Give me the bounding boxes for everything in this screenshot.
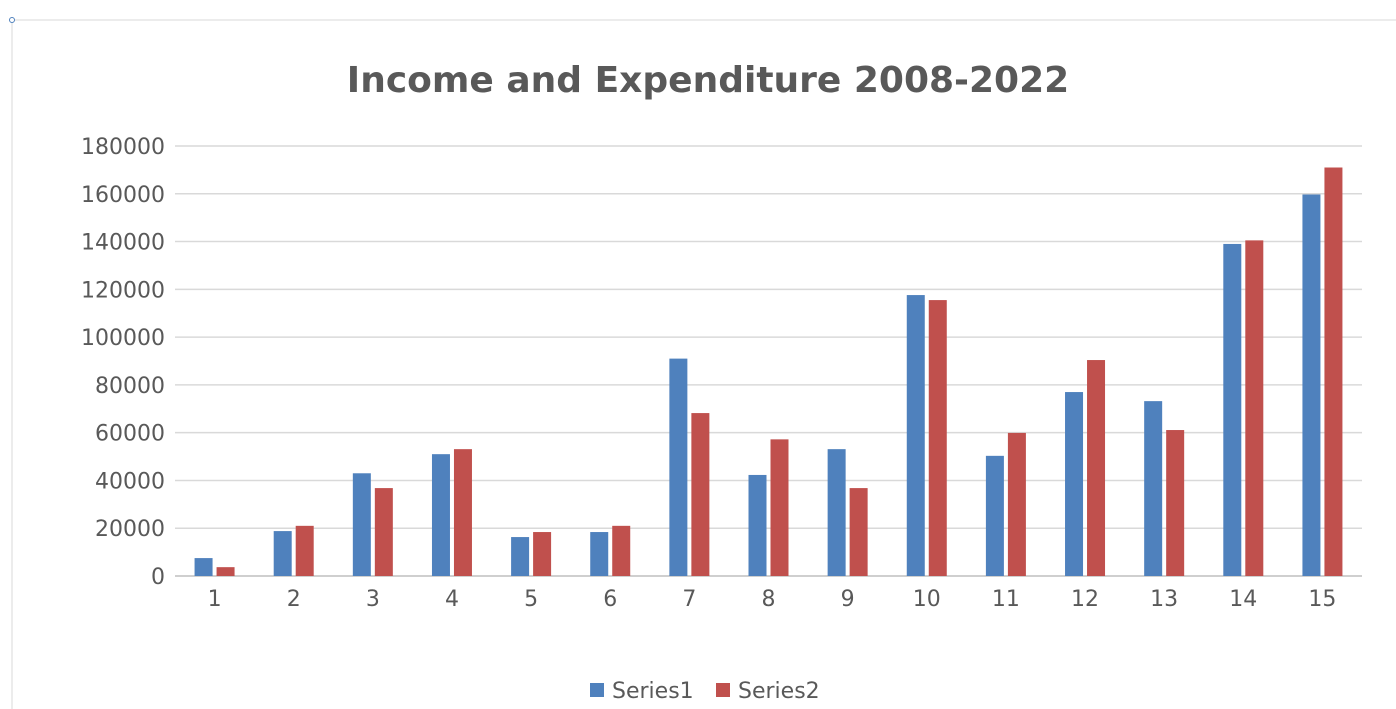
x-tick-label: 7 <box>682 587 696 612</box>
bar-series2-8[interactable] <box>770 439 789 576</box>
bar-series2-13[interactable] <box>1166 430 1185 576</box>
bar-series2-15[interactable] <box>1324 167 1343 577</box>
bar-series1-8[interactable] <box>748 474 767 576</box>
bar-series1-12[interactable] <box>1065 392 1084 576</box>
legend-swatch-series1 <box>590 683 604 697</box>
bar-series1-1[interactable] <box>194 558 213 576</box>
bar-series1-7[interactable] <box>669 358 688 576</box>
bar-series1-2[interactable] <box>273 531 292 576</box>
bar-series1-6[interactable] <box>590 532 609 576</box>
legend-label-series2: Series2 <box>738 679 820 704</box>
x-tick-label: 1 <box>208 587 222 612</box>
resize-handle[interactable] <box>9 17 15 23</box>
x-tick-label: 3 <box>366 587 380 612</box>
x-axis: 1 2 3 4 5 6 7 8 9 10 11 12 13 14 15 <box>208 587 1337 612</box>
bar-series1-4[interactable] <box>431 454 450 576</box>
y-tick-label: 160000 <box>81 183 165 208</box>
bar-series1-9[interactable] <box>827 449 846 576</box>
x-tick-label: 6 <box>603 587 617 612</box>
x-tick-label: 12 <box>1071 587 1099 612</box>
bar-series2-2[interactable] <box>295 525 314 576</box>
x-tick-label: 4 <box>445 587 459 612</box>
bar-series2-10[interactable] <box>928 300 947 576</box>
y-tick-label: 140000 <box>81 231 165 256</box>
bar-series2-14[interactable] <box>1245 240 1264 576</box>
bars <box>194 167 1343 577</box>
bar-series2-1[interactable] <box>216 567 235 576</box>
y-tick-label: 60000 <box>95 422 165 447</box>
bar-series1-10[interactable] <box>906 295 925 576</box>
bar-series2-4[interactable] <box>453 449 472 576</box>
bar-series2-6[interactable] <box>612 525 631 576</box>
bar-series2-7[interactable] <box>691 413 710 576</box>
bar-series1-5[interactable] <box>511 537 530 576</box>
legend-label-series1: Series1 <box>612 679 694 704</box>
x-tick-label: 13 <box>1150 587 1178 612</box>
y-tick-label: 0 <box>151 565 165 590</box>
y-tick-label: 120000 <box>81 278 165 303</box>
bar-series1-3[interactable] <box>352 473 371 576</box>
bar-series2-11[interactable] <box>1007 432 1026 576</box>
bar-series1-15[interactable] <box>1302 194 1321 576</box>
x-tick-label: 2 <box>287 587 301 612</box>
y-axis: 0 20000 40000 60000 80000 100000 120000 140000 1… <box>81 135 165 590</box>
x-tick-label: 5 <box>524 587 538 612</box>
bar-series2-12[interactable] <box>1087 360 1106 576</box>
legend: Series1 Series2 <box>590 679 820 704</box>
y-tick-label: 80000 <box>95 374 165 399</box>
y-tick-label: 20000 <box>95 517 165 542</box>
y-tick-label: 100000 <box>81 326 165 351</box>
bar-series1-11[interactable] <box>985 455 1004 576</box>
x-tick-label: 8 <box>762 587 776 612</box>
bar-series1-13[interactable] <box>1144 401 1163 576</box>
x-tick-label: 10 <box>913 587 941 612</box>
x-tick-label: 15 <box>1308 587 1336 612</box>
y-tick-label: 40000 <box>95 469 165 494</box>
y-tick-label: 180000 <box>81 135 165 160</box>
gridlines <box>175 145 1362 577</box>
x-tick-label: 9 <box>841 587 855 612</box>
bar-series2-9[interactable] <box>849 488 868 576</box>
bar-series1-14[interactable] <box>1223 243 1242 576</box>
chart-title: Income and Expenditure 2008-2022 <box>347 60 1069 101</box>
x-tick-label: 11 <box>992 587 1020 612</box>
x-tick-label: 14 <box>1229 587 1257 612</box>
bar-series2-5[interactable] <box>533 532 552 576</box>
bar-series2-3[interactable] <box>374 488 393 576</box>
legend-swatch-series2 <box>716 683 730 697</box>
